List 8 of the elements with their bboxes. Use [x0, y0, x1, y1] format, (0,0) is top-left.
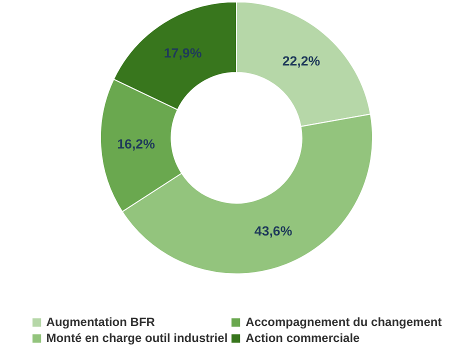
data-label: 16,2% [117, 136, 156, 152]
data-label: 43,6% [254, 223, 292, 238]
legend-label: Action commerciale [246, 331, 360, 345]
data-label: 17,9% [164, 46, 202, 61]
data-label: 22,2% [282, 54, 320, 69]
legend-label: Monté en charge outil industriel [46, 331, 228, 345]
legend-label: Augmentation BFR [46, 315, 155, 329]
legend-label: Accompagnement du changement [246, 315, 442, 329]
